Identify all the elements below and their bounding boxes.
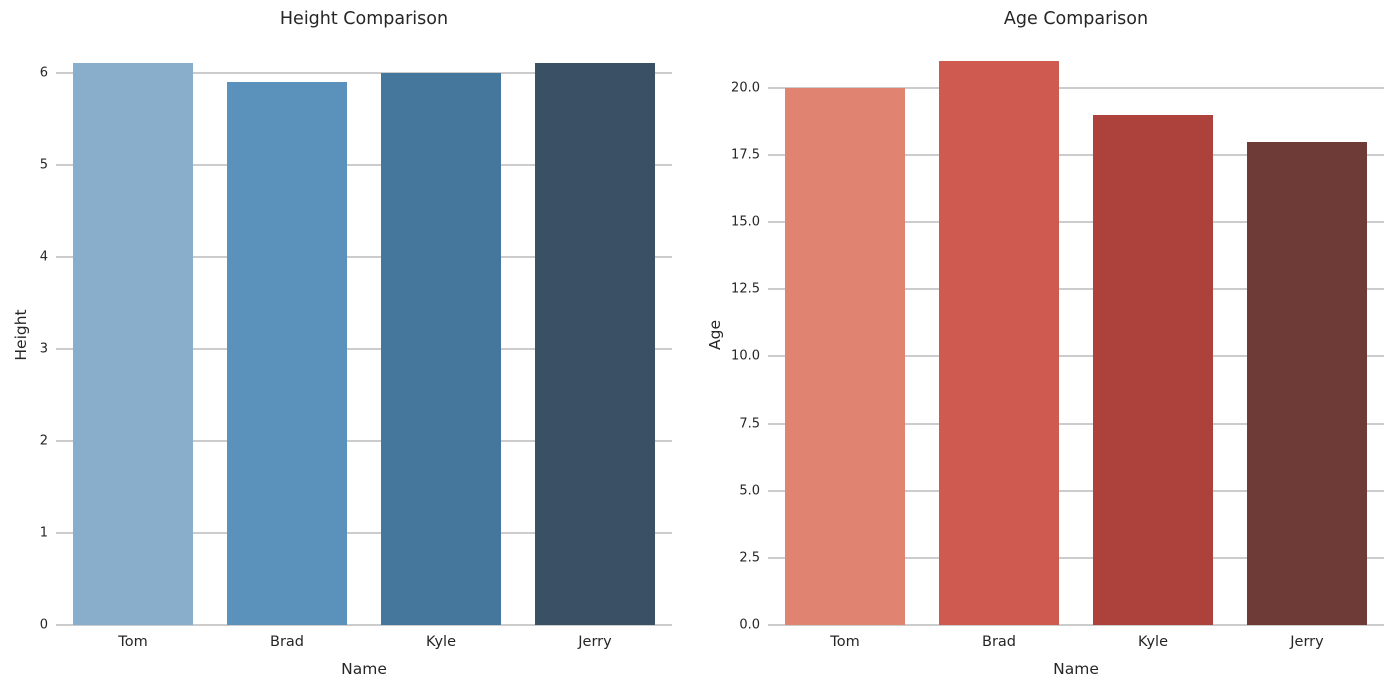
bar-brad xyxy=(226,81,348,625)
plot-area xyxy=(768,45,1384,626)
y-tick-label: 6 xyxy=(39,65,48,81)
x-axis-spine xyxy=(56,624,672,626)
bar-jerry xyxy=(534,63,656,625)
x-tick-label-kyle: Kyle xyxy=(1138,634,1168,650)
gridline-y-2.5 xyxy=(768,556,1384,559)
gridline-y-6 xyxy=(56,71,672,74)
y-tick-label: 0 xyxy=(39,617,48,633)
y-tick-label: 2.5 xyxy=(739,550,760,566)
gridline-y-10.0 xyxy=(768,355,1384,358)
y-tick-label: 5 xyxy=(39,157,48,173)
bar-tom xyxy=(784,87,906,625)
y-tick-label: 10.0 xyxy=(731,348,760,364)
y-tick-label: 12.5 xyxy=(731,281,760,297)
y-tick-label: 20.0 xyxy=(731,80,760,96)
x-tick-label-tom: Tom xyxy=(830,634,860,650)
x-axis-spine xyxy=(768,624,1384,626)
bar-tom xyxy=(72,63,194,625)
gridline-y-20.0 xyxy=(768,86,1384,89)
gridline-y-4 xyxy=(56,255,672,258)
bar-kyle xyxy=(380,72,502,625)
y-tick-label: 5.0 xyxy=(739,483,760,499)
chart-title: Age Comparison xyxy=(1003,9,1149,29)
y-axis: 0 1 2 3 4 5 6 xyxy=(0,45,48,632)
x-tick-label-kyle: Kyle xyxy=(426,634,456,650)
gridline-y-3 xyxy=(56,347,672,350)
gridline-y-2 xyxy=(56,439,672,442)
gridline-y-17.5 xyxy=(768,154,1384,157)
x-axis-label: Name xyxy=(1053,660,1099,678)
y-tick-label: 4 xyxy=(39,249,48,265)
y-tick-label: 1 xyxy=(39,525,48,541)
gridline-y-12.5 xyxy=(768,288,1384,291)
y-tick-label: 0.0 xyxy=(739,617,760,633)
chart-title: Height Comparison xyxy=(279,9,449,29)
x-axis-label: Name xyxy=(341,660,387,678)
gridline-y-5 xyxy=(56,163,672,166)
gridline-y-1 xyxy=(56,531,672,534)
y-tick-label: 3 xyxy=(39,341,48,357)
y-tick-label: 7.5 xyxy=(739,416,760,432)
y-tick-label: 17.5 xyxy=(731,147,760,163)
bar-jerry xyxy=(1246,141,1368,625)
gridline-y-15.0 xyxy=(768,221,1384,224)
x-tick-labels: Tom Brad Kyle Jerry xyxy=(768,634,1384,654)
y-tick-label: 15.0 xyxy=(731,214,760,230)
y-axis: 0.0 2.5 5.0 7.5 10.0 12.5 15.0 17.5 20.0 xyxy=(694,45,760,632)
x-tick-label-brad: Brad xyxy=(982,634,1016,650)
x-tick-label-brad: Brad xyxy=(270,634,304,650)
x-tick-label-jerry: Jerry xyxy=(578,634,612,650)
x-tick-label-tom: Tom xyxy=(118,634,148,650)
age-comparison-chart: Age Comparison Age 0.0 2.5 5.0 7.5 10.0 12.5 1… xyxy=(694,0,1389,690)
x-tick-labels: Tom Brad Kyle Jerry xyxy=(56,634,672,654)
gridline-y-7.5 xyxy=(768,422,1384,425)
gridline-y-5.0 xyxy=(768,489,1384,492)
plot-area xyxy=(56,45,672,626)
y-tick-label: 2 xyxy=(39,433,48,449)
bar-kyle xyxy=(1092,114,1214,625)
bar-brad xyxy=(938,61,1060,625)
x-tick-label-jerry: Jerry xyxy=(1290,634,1324,650)
